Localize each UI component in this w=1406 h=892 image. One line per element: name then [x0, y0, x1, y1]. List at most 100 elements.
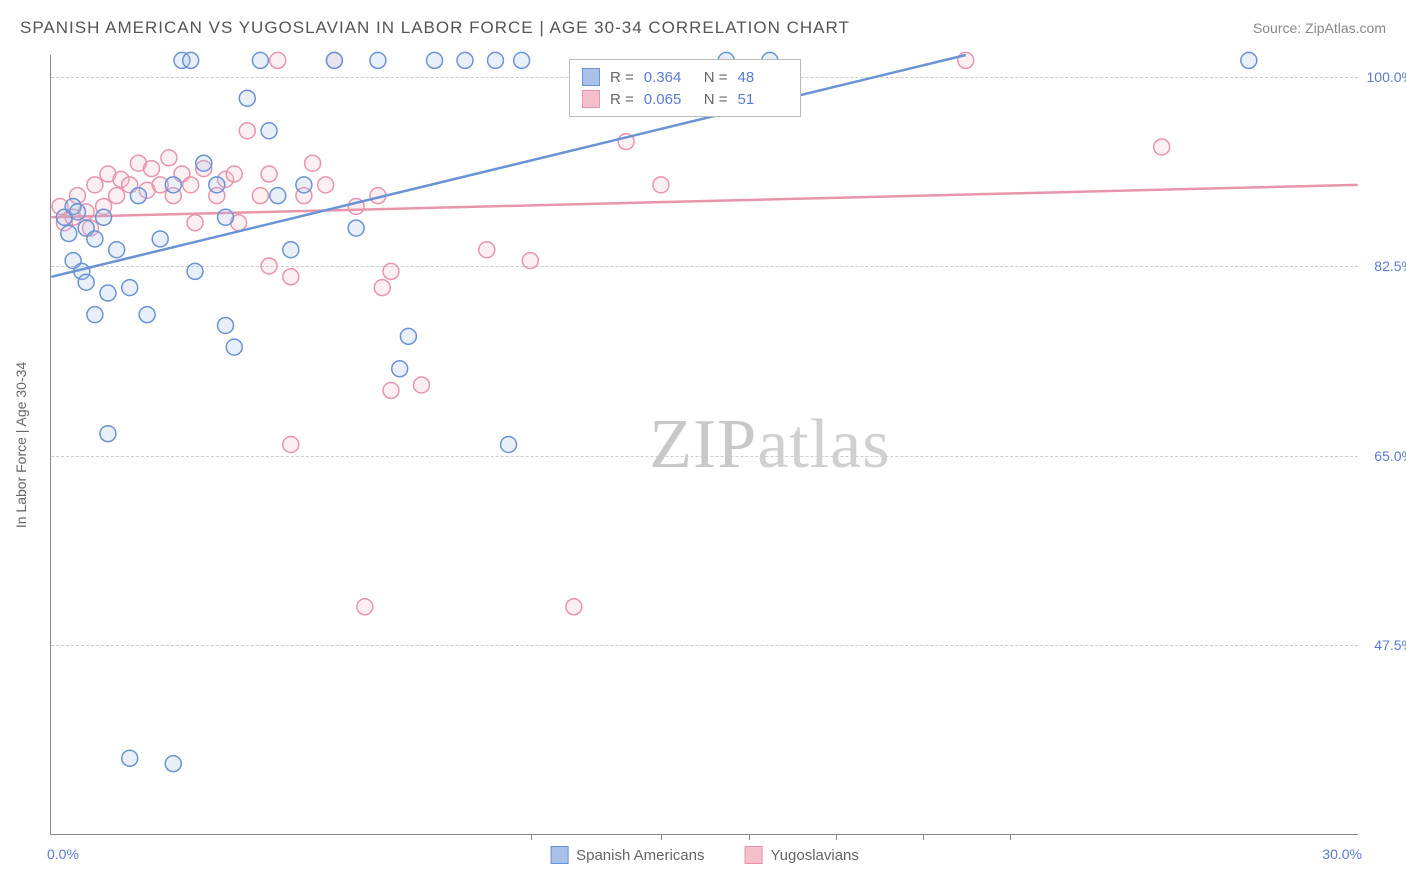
legend-item-spanish: Spanish Americans: [550, 846, 704, 864]
y-tick-label: 47.5%: [1374, 637, 1406, 653]
n-value-yugoslavian: 51: [738, 91, 788, 108]
y-axis-label: In Labor Force | Age 30-34: [13, 361, 29, 527]
swatch-yugoslavian: [582, 90, 600, 108]
yugoslavian-point: [187, 215, 203, 231]
scatter-plot: [51, 55, 1358, 834]
spanish-point: [239, 90, 255, 106]
bottom-legend: Spanish Americans Yugoslavians: [550, 846, 859, 864]
spanish-point: [152, 231, 168, 247]
spanish-point: [457, 52, 473, 68]
spanish-point: [370, 52, 386, 68]
swatch-spanish-bottom: [550, 846, 568, 864]
spanish-point: [400, 328, 416, 344]
spanish-point: [122, 750, 138, 766]
spanish-point: [218, 317, 234, 333]
spanish-point: [501, 437, 517, 453]
stats-row-spanish: R = 0.364 N = 48: [582, 66, 788, 88]
yugoslavian-point: [318, 177, 334, 193]
y-tick-label: 100.0%: [1367, 69, 1406, 85]
spanish-point: [130, 188, 146, 204]
spanish-point: [109, 242, 125, 258]
spanish-point: [392, 361, 408, 377]
yugoslavian-point: [87, 177, 103, 193]
yugoslavian-point: [283, 437, 299, 453]
swatch-yugoslavian-bottom: [745, 846, 763, 864]
spanish-point: [96, 209, 112, 225]
spanish-point: [296, 177, 312, 193]
y-tick-label: 82.5%: [1374, 258, 1406, 274]
yugoslavian-point: [305, 155, 321, 171]
yugoslavian-point: [226, 166, 242, 182]
spanish-point: [100, 285, 116, 301]
spanish-point: [226, 339, 242, 355]
spanish-point: [61, 226, 77, 242]
spanish-point: [100, 426, 116, 442]
spanish-point: [218, 209, 234, 225]
yugoslavian-point: [357, 599, 373, 615]
yugoslavian-point: [383, 382, 399, 398]
x-tick: [923, 834, 924, 840]
spanish-point: [87, 307, 103, 323]
spanish-point: [270, 188, 286, 204]
n-label: N =: [704, 91, 728, 108]
spanish-point: [139, 307, 155, 323]
spanish-point: [252, 52, 268, 68]
r-value-spanish: 0.364: [644, 69, 694, 86]
yugoslavian-point: [958, 52, 974, 68]
yugoslavian-point: [144, 161, 160, 177]
spanish-point: [514, 52, 530, 68]
x-tick: [836, 834, 837, 840]
x-tick: [749, 834, 750, 840]
spanish-point: [183, 52, 199, 68]
spanish-point: [187, 263, 203, 279]
spanish-trend-line: [51, 55, 965, 277]
spanish-point: [165, 177, 181, 193]
r-value-yugoslavian: 0.065: [644, 91, 694, 108]
yugoslavian-point: [161, 150, 177, 166]
x-tick: [661, 834, 662, 840]
yugoslavian-point: [653, 177, 669, 193]
spanish-point: [196, 155, 212, 171]
x-tick: [1010, 834, 1011, 840]
title-bar: SPANISH AMERICAN VS YUGOSLAVIAN IN LABOR…: [20, 18, 1386, 38]
swatch-spanish: [582, 68, 600, 86]
spanish-point: [209, 177, 225, 193]
y-tick-label: 65.0%: [1374, 448, 1406, 464]
n-label: N =: [704, 69, 728, 86]
yugoslavian-point: [374, 280, 390, 296]
yugoslavian-point: [261, 258, 277, 274]
spanish-point: [122, 280, 138, 296]
chart-title: SPANISH AMERICAN VS YUGOSLAVIAN IN LABOR…: [20, 18, 850, 38]
stats-legend-box: R = 0.364 N = 48 R = 0.065 N = 51: [569, 59, 801, 117]
spanish-point: [1241, 52, 1257, 68]
yugoslavian-point: [566, 599, 582, 615]
yugoslavian-point: [183, 177, 199, 193]
spanish-point: [326, 52, 342, 68]
yugoslavian-point: [413, 377, 429, 393]
yugoslavian-point: [522, 253, 538, 269]
spanish-point: [87, 231, 103, 247]
x-tick: [531, 834, 532, 840]
yugoslavian-point: [239, 123, 255, 139]
x-tick-start: 0.0%: [47, 846, 79, 862]
spanish-point: [487, 52, 503, 68]
r-label: R =: [610, 91, 634, 108]
spanish-point: [348, 220, 364, 236]
n-value-spanish: 48: [738, 69, 788, 86]
spanish-point: [165, 756, 181, 772]
stats-row-yugoslavian: R = 0.065 N = 51: [582, 88, 788, 110]
yugoslavian-point: [479, 242, 495, 258]
spanish-point: [261, 123, 277, 139]
yugoslavian-trend-line: [51, 185, 1357, 217]
yugoslavian-point: [283, 269, 299, 285]
source-label: Source: ZipAtlas.com: [1253, 20, 1386, 36]
r-label: R =: [610, 69, 634, 86]
yugoslavian-point: [1154, 139, 1170, 155]
yugoslavian-point: [109, 188, 125, 204]
yugoslavian-point: [252, 188, 268, 204]
legend-label-spanish: Spanish Americans: [576, 847, 704, 864]
yugoslavian-point: [383, 263, 399, 279]
spanish-point: [78, 274, 94, 290]
spanish-point: [427, 52, 443, 68]
yugoslavian-point: [270, 52, 286, 68]
